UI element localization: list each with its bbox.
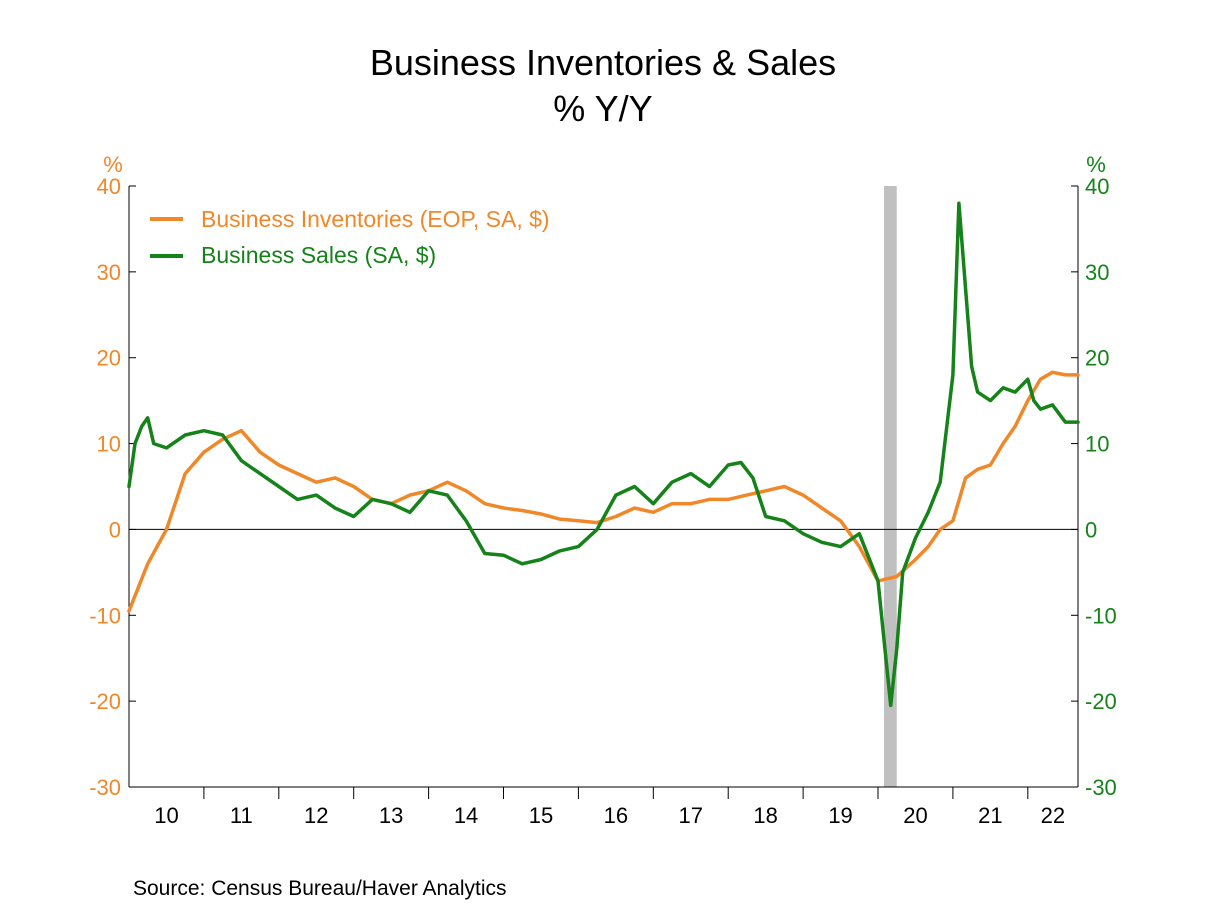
- chart-subtitle: % Y/Y: [553, 88, 652, 129]
- chart-title: Business Inventories & Sales: [370, 42, 836, 83]
- right-tick-label: 20: [1085, 346, 1109, 371]
- x-axis: 10 11 12 13 14 15 16 17 18 19 20 21 22: [129, 786, 1078, 828]
- left-tick-label: 10: [97, 432, 121, 457]
- x-tick-label: 15: [529, 803, 553, 828]
- x-tick-label: 12: [304, 803, 328, 828]
- right-axis: -30 -20 -10 0 10 20 30 40: [1071, 174, 1117, 800]
- left-tick-label: 0: [109, 517, 121, 542]
- right-tick-label: 0: [1085, 517, 1097, 542]
- left-tick-label: -10: [89, 603, 121, 628]
- x-tick-label: 20: [903, 803, 927, 828]
- left-tick-label: 40: [97, 174, 121, 199]
- right-tick-label: 10: [1085, 432, 1109, 457]
- x-tick-label: 22: [1041, 803, 1065, 828]
- x-tick-label: 21: [978, 803, 1002, 828]
- series-lines: [127, 201, 1080, 708]
- left-tick-label: -30: [89, 775, 121, 800]
- sales-series-line: [127, 201, 1080, 708]
- right-tick-label: -20: [1085, 689, 1117, 714]
- right-tick-label: -30: [1085, 775, 1117, 800]
- x-tick-label: 13: [379, 803, 403, 828]
- right-tick-label: -10: [1085, 603, 1117, 628]
- inventories-series-line: [127, 370, 1080, 613]
- x-tick-label: 16: [604, 803, 628, 828]
- left-axis-unit: %: [103, 152, 123, 177]
- right-tick-label: 40: [1085, 174, 1109, 199]
- x-tick-label: 10: [154, 803, 178, 828]
- left-tick-label: -20: [89, 689, 121, 714]
- x-tick-label: 19: [828, 803, 852, 828]
- left-tick-label: 30: [97, 260, 121, 285]
- right-tick-label: 30: [1085, 260, 1109, 285]
- legend: Business Inventories (EOP, SA, $) Busine…: [150, 206, 550, 268]
- left-axis: -30 -20 -10 0 10 20 30 40: [89, 174, 136, 800]
- x-tick-label: 11: [230, 803, 253, 828]
- legend-label-sales: Business Sales (SA, $): [201, 242, 436, 268]
- x-tick-label: 14: [454, 803, 478, 828]
- right-axis-unit: %: [1086, 152, 1106, 177]
- x-tick-label: 17: [679, 803, 703, 828]
- recession-shading: [884, 186, 897, 787]
- legend-label-inventories: Business Inventories (EOP, SA, $): [201, 206, 550, 232]
- source-note: Source: Census Bureau/Haver Analytics: [133, 877, 507, 900]
- left-tick-label: 20: [97, 346, 121, 371]
- x-tick-label: 18: [753, 803, 777, 828]
